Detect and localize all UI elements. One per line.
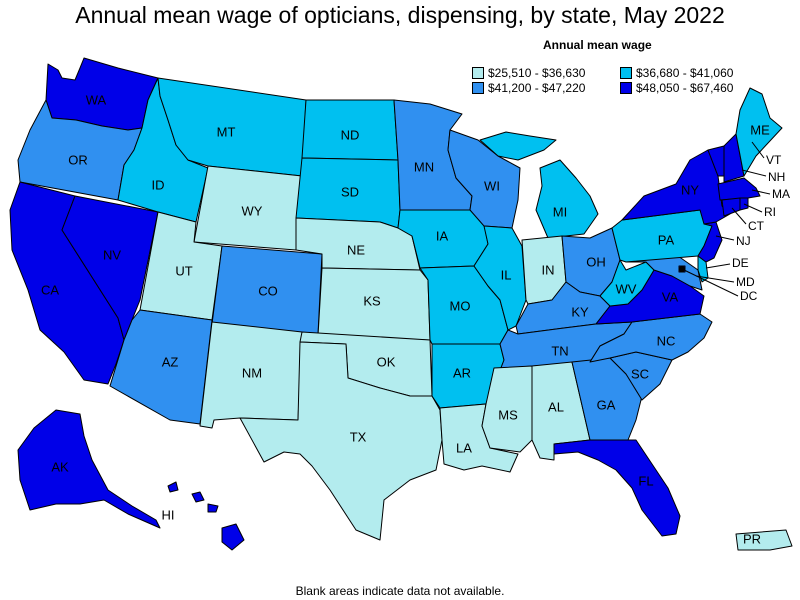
label-id: ID [152, 177, 165, 192]
label-tn: TN [551, 343, 568, 358]
label-mn: MN [414, 159, 434, 174]
label-sc: SC [631, 366, 649, 381]
label-ct: CT [748, 219, 765, 233]
state-md[interactable] [625, 255, 703, 291]
leader-vt [751, 141, 765, 159]
legend-swatch-3 [472, 82, 484, 94]
label-ia: IA [436, 228, 449, 243]
state-nj[interactable] [697, 221, 723, 263]
state-hi[interactable] [167, 481, 245, 551]
legend-swatch-1 [472, 67, 484, 79]
label-ky: KY [571, 304, 589, 319]
label-vt: VT [766, 153, 782, 167]
label-pa: PA [658, 232, 675, 247]
label-ks: KS [363, 293, 381, 308]
leader-nh [741, 169, 767, 177]
state-ma[interactable] [717, 177, 761, 201]
legend-label-1: $25,510 - $36,630 [488, 66, 586, 80]
state-tx[interactable] [239, 341, 443, 541]
label-or: OR [68, 152, 88, 167]
leader-ct [731, 207, 747, 225]
legend-title: Annual mean wage [543, 38, 652, 52]
legend-swatch-4 [620, 82, 632, 94]
label-wv: WV [616, 281, 637, 296]
label-wa: WA [86, 92, 107, 107]
legend-swatch-2 [620, 67, 632, 79]
label-me: ME [750, 122, 770, 137]
label-pr: PR [743, 531, 761, 546]
label-il: IL [501, 267, 512, 282]
label-co: CO [258, 283, 278, 298]
state-pr[interactable] [735, 529, 793, 551]
label-ny: NY [681, 182, 699, 197]
label-tx: TX [350, 429, 367, 444]
label-az: AZ [162, 354, 179, 369]
label-al: AL [548, 399, 564, 414]
legend-label-2: $36,680 - $41,060 [636, 66, 734, 80]
label-ok: OK [377, 354, 396, 369]
label-wy: WY [242, 203, 263, 218]
label-mi: MI [553, 204, 567, 219]
footnote: Blank areas indicate data not available. [295, 584, 505, 598]
label-ca: CA [41, 282, 59, 297]
label-ut: UT [175, 263, 192, 278]
leader-nj [715, 235, 735, 241]
label-oh: OH [586, 254, 606, 269]
label-ar: AR [453, 365, 471, 380]
label-nd: ND [341, 127, 360, 142]
label-nj: NJ [736, 234, 751, 248]
label-de: DE [732, 256, 749, 270]
state-nc[interactable] [589, 313, 713, 363]
label-ne: NE [347, 242, 365, 257]
legend-item-3: $41,200 - $47,220 [472, 81, 585, 95]
label-ms: MS [498, 407, 518, 422]
label-ma: MA [772, 187, 790, 201]
leader-dc [681, 268, 739, 297]
legend-item-4: $48,050 - $67,460 [620, 81, 733, 95]
label-md: MD [736, 275, 755, 289]
label-va: VA [662, 289, 679, 304]
legend-item-1: $25,510 - $36,630 [472, 66, 585, 80]
label-ak: AK [51, 459, 69, 474]
label-mt: MT [217, 124, 236, 139]
state-fl[interactable] [553, 439, 681, 537]
label-dc: DC [740, 289, 758, 303]
leader-ri [743, 203, 763, 213]
label-ga: GA [597, 397, 616, 412]
label-hi: HI [162, 507, 175, 522]
legend-label-3: $41,200 - $47,220 [488, 81, 586, 95]
leader-ma [751, 189, 771, 195]
state-mi[interactable] [479, 131, 599, 239]
label-nv: NV [103, 247, 121, 262]
label-nc: NC [657, 333, 676, 348]
label-ri: RI [764, 205, 776, 219]
label-sd: SD [341, 184, 359, 199]
legend-label-4: $48,050 - $67,460 [636, 81, 734, 95]
label-mo: MO [450, 298, 471, 313]
map-title: Annual mean wage of opticians, dispensin… [75, 2, 725, 28]
label-fl: FL [638, 473, 653, 488]
state-me[interactable] [735, 87, 783, 177]
leader-de [705, 263, 731, 269]
dc-marker [679, 266, 685, 272]
legend-item-2: $36,680 - $41,060 [620, 66, 733, 80]
label-la: LA [456, 440, 472, 455]
label-in: IN [542, 262, 555, 277]
label-wi: WI [484, 178, 500, 193]
state-ak[interactable] [17, 409, 161, 529]
label-nm: NM [242, 365, 262, 380]
label-nh: NH [768, 170, 785, 184]
leader-md [695, 275, 735, 283]
